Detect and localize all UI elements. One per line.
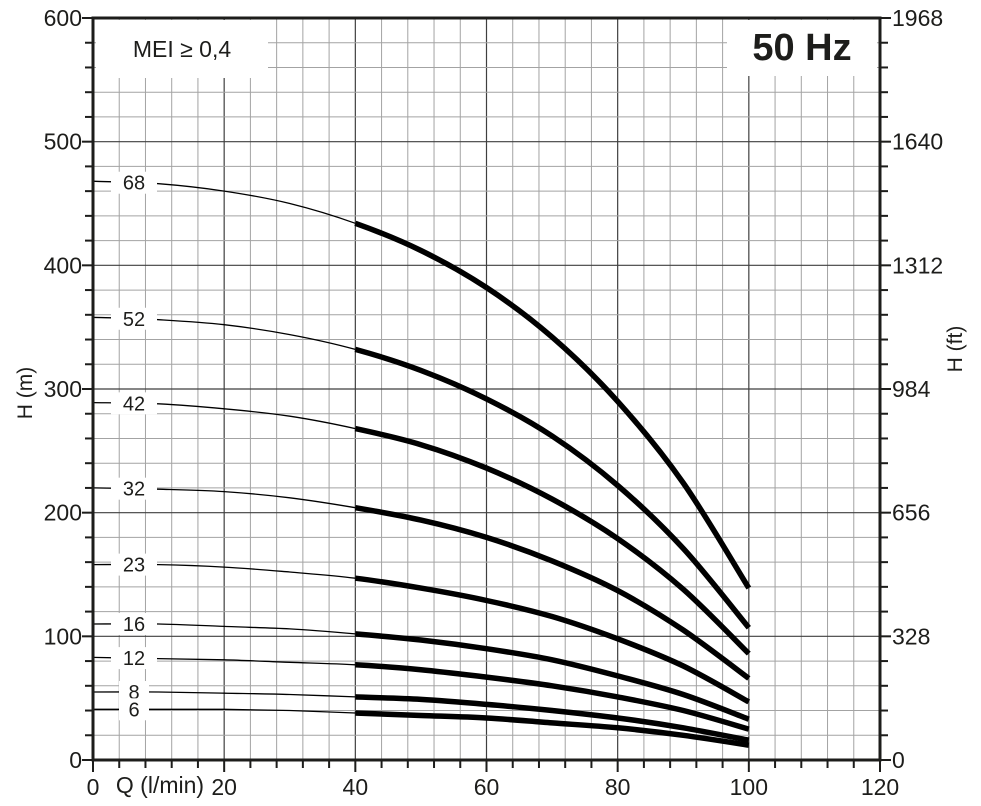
right-axis-tick-label: 984: [892, 376, 931, 402]
curve-label-8: 8: [128, 682, 139, 704]
curve-label-6: 6: [128, 699, 139, 721]
curve-label-23: 23: [123, 555, 145, 577]
right-axis-tick-label: 1312: [892, 252, 943, 278]
right-axis-tick-label: 328: [892, 623, 930, 649]
curve-6-stages-thick: [355, 710, 750, 748]
curve-label-box-16: [111, 612, 157, 635]
curve-52-stages-thick: [354, 346, 751, 630]
left-axis-tick-label: 500: [44, 129, 82, 155]
mei-rating-text: MEI ≥ 0,4: [132, 35, 232, 62]
curve-label-box-6: [119, 698, 149, 721]
curve-42-stages-thick: [354, 425, 751, 656]
right-axis-tick-label: 1640: [892, 129, 943, 155]
left-axis-tick-label: 600: [44, 5, 82, 31]
curve-68-stages-thick: [354, 220, 752, 590]
curve-label-box-68: [111, 171, 157, 194]
right-axis-tick-label: 1968: [892, 5, 943, 31]
x-axis-tick-label: 0: [87, 774, 100, 800]
curve-32-stages-thick: [354, 504, 751, 681]
left-axis-tick-label: 400: [44, 252, 82, 278]
curve-label-16: 16: [123, 614, 145, 636]
x-axis-tick-label: 60: [474, 774, 500, 800]
x-axis-tick-label: 80: [605, 774, 631, 800]
right-axis-title: H (ft): [944, 325, 967, 373]
right-axis-tick-label: 0: [892, 747, 905, 773]
curve-label-32: 32: [123, 479, 145, 501]
curve-8-stages-thick: [355, 694, 750, 743]
curve-label-52: 52: [123, 309, 145, 331]
x-axis-tick-label: 100: [730, 774, 768, 800]
x-axis-title: Q (l/min): [115, 772, 205, 798]
curve-12-stages-thick: [355, 662, 750, 732]
left-axis-title: H (m): [14, 366, 37, 420]
x-axis-tick-label: 20: [211, 774, 237, 800]
curve-label-42: 42: [123, 393, 145, 415]
curve-label-box-8: [119, 680, 149, 703]
left-axis-tick-label: 200: [44, 500, 82, 526]
curve-label-12: 12: [123, 648, 145, 670]
left-axis-tick-label: 300: [44, 376, 82, 402]
curve-label-box-23: [111, 553, 157, 576]
right-axis-tick-label: 656: [892, 500, 930, 526]
curve-label-box-32: [111, 477, 157, 500]
left-axis-tick-label: 100: [44, 623, 82, 649]
curve-23-stages-thick: [354, 575, 751, 705]
curve-label-box-12: [111, 647, 157, 670]
x-axis-tick-label: 40: [343, 774, 369, 800]
curve-16-stages-thick: [355, 631, 750, 722]
left-axis-tick-label: 0: [69, 747, 82, 773]
frequency-text: 50 Hz: [752, 26, 852, 69]
curve-label-68: 68: [123, 173, 145, 195]
frequency-badge: 50 Hz: [727, 20, 877, 76]
curve-label-box-52: [111, 307, 157, 330]
mei-rating-badge: MEI ≥ 0,4: [96, 20, 268, 78]
curve-label-box-42: [111, 392, 157, 415]
x-axis-tick-label: 120: [861, 774, 899, 800]
